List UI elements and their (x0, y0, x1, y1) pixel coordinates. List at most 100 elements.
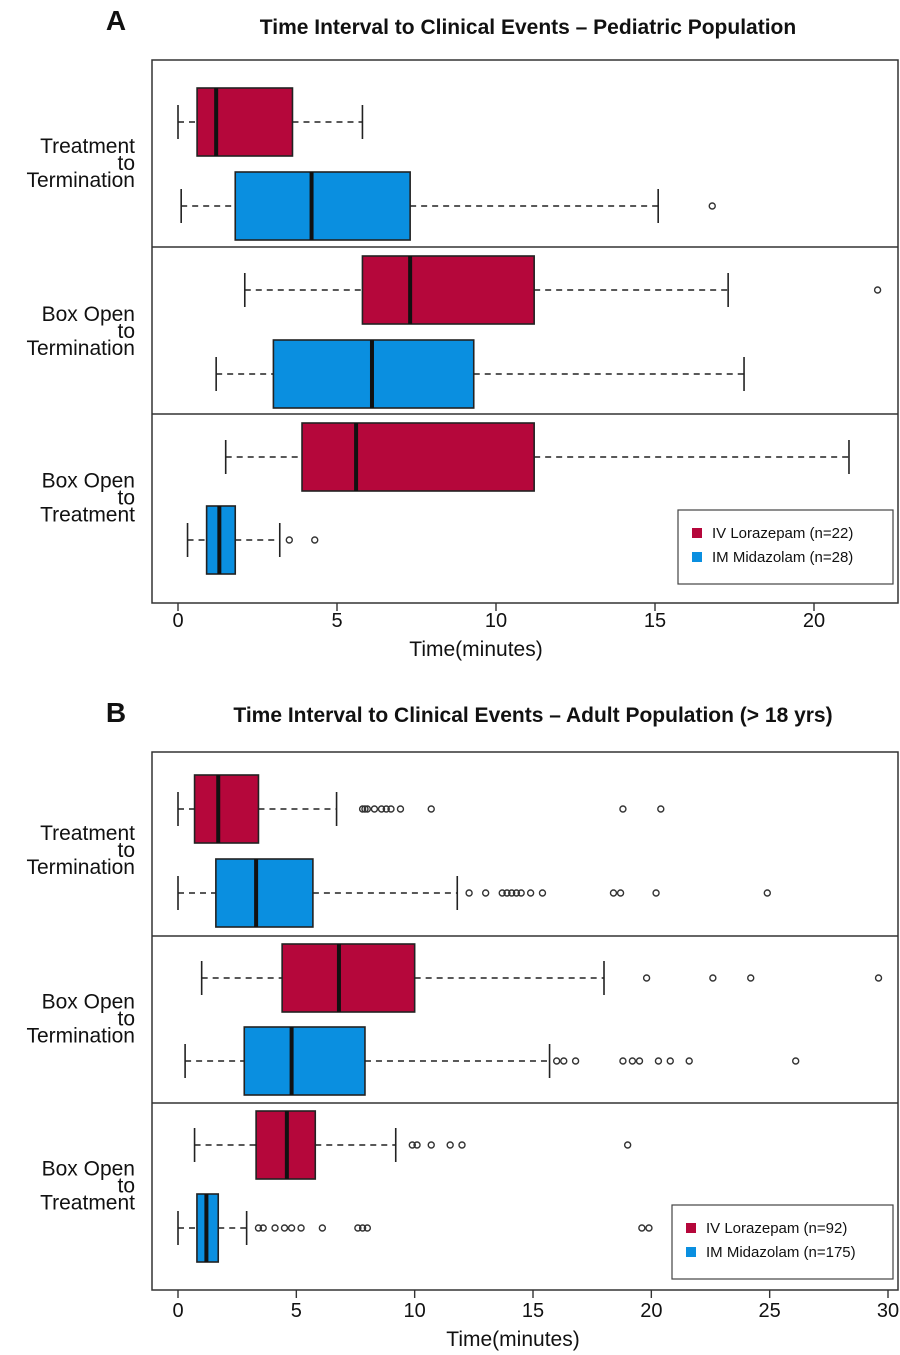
group-label-line: Treatment (40, 1192, 135, 1215)
outlier-point (370, 805, 379, 813)
group-label-line: to (117, 1175, 135, 1198)
plot-frame (151, 751, 899, 1291)
panel-A: A Time Interval to Clinical Events – Pedi… (26, 5, 899, 661)
outlier-point (685, 1057, 693, 1065)
group-label-line: to (117, 1008, 135, 1031)
boxplot-midazolam (177, 858, 771, 928)
legend-entry-label: IV Lorazepam (n=22) (712, 525, 853, 542)
outlier-point (657, 805, 665, 813)
iqr-box (215, 858, 314, 928)
outlier-point (354, 1224, 362, 1232)
group-label-line: Treatment (40, 822, 135, 845)
outlier-point (763, 889, 771, 897)
panel-letter: A (106, 5, 126, 36)
outlier-point (498, 889, 506, 897)
outlier-point (280, 1224, 289, 1232)
x-tick-label: 5 (291, 1300, 302, 1322)
outlier-point (311, 536, 319, 544)
outlier-point (623, 1141, 632, 1149)
boxplot-lorazepam (193, 1110, 632, 1180)
group-label-line: to (117, 839, 135, 862)
boxplot-midazolam (184, 1026, 800, 1096)
outlier-point (387, 805, 395, 813)
outlier-point (666, 1057, 674, 1065)
panel-title: Time Interval to Clinical Events – Adult… (233, 704, 832, 727)
group-label-line: to (117, 487, 135, 510)
outlier-point (413, 1141, 421, 1149)
panel-title: Time Interval to Clinical Events – Pedia… (260, 16, 796, 39)
legend: IV Lorazepam (n=22) IM Midazolam (n=28) (677, 509, 894, 585)
outlier-point (619, 805, 627, 813)
x-tick-label: 20 (803, 610, 825, 632)
outlier-point (538, 889, 547, 897)
panel-B: B Time Interval to Clinical Events – Adul… (26, 697, 899, 1351)
outlier-point (571, 1057, 580, 1065)
group-label-line: Treatment (40, 135, 135, 158)
outlier-point (747, 974, 755, 982)
legend-swatch (686, 1223, 696, 1233)
group-label-line: Box Open (42, 470, 135, 493)
outlier-point (638, 1224, 646, 1232)
outlier-point (526, 889, 535, 897)
group-label-line: Termination (26, 337, 135, 360)
group-label-line: Termination (26, 169, 135, 192)
outlier-point (408, 1141, 416, 1149)
iqr-box (196, 87, 294, 157)
outlier-point (792, 1057, 800, 1065)
iqr-box (243, 1026, 366, 1096)
outlier-point (652, 889, 660, 897)
boxplot-lorazepam (177, 87, 364, 157)
outlier-point (512, 889, 521, 897)
boxplot-midazolam (215, 339, 745, 409)
boxplot-midazolam (180, 171, 716, 241)
boxplot-lorazepam (243, 255, 882, 325)
outlier-point (358, 1224, 367, 1232)
iqr-box (234, 171, 411, 241)
x-tick-label: 20 (640, 1300, 662, 1322)
outlier-point (358, 805, 367, 813)
outlier-point (465, 889, 473, 897)
x-tick-label: 0 (172, 610, 183, 632)
outlier-point (361, 805, 369, 813)
outlier-point (654, 1057, 663, 1065)
iqr-box (281, 943, 416, 1013)
legend-swatch (692, 528, 702, 538)
outlier-point (481, 889, 490, 897)
outlier-point (377, 805, 386, 813)
outlier-point (318, 1224, 327, 1232)
legend-entry-label: IV Lorazepam (n=92) (706, 1220, 847, 1237)
outlier-point (873, 286, 882, 294)
outlier-point (552, 1057, 561, 1065)
boxplot-midazolam (177, 1193, 653, 1263)
group-label-line: Box Open (42, 1158, 135, 1181)
legend-entry-label: IM Midazolam (n=175) (706, 1244, 856, 1261)
x-tick-label: 5 (331, 610, 342, 632)
boxplot-lorazepam (177, 774, 665, 844)
outlier-point (427, 805, 435, 813)
group-label-line: Box Open (42, 991, 135, 1014)
plot-frame (151, 59, 899, 604)
legend-swatch (686, 1247, 696, 1257)
boxplot-lorazepam (200, 943, 883, 1013)
outlier-point (619, 1057, 627, 1065)
outlier-point (285, 536, 293, 544)
outlier-point (297, 1224, 305, 1232)
x-tick-label: 10 (404, 1300, 426, 1322)
outlier-point (259, 1224, 267, 1232)
outlier-point (517, 889, 525, 897)
group-label-line: Treatment (40, 504, 135, 527)
x-tick-label: 25 (759, 1300, 781, 1322)
outlier-point (271, 1224, 279, 1232)
outlier-point (609, 889, 618, 897)
outlier-point (708, 202, 716, 210)
outlier-point (363, 805, 372, 813)
group-label-line: Termination (26, 1025, 135, 1048)
boxplot-midazolam (186, 505, 319, 575)
outlier-point (616, 889, 625, 897)
outlier-point (874, 974, 883, 982)
legend-frame (677, 509, 894, 585)
x-tick-label: 30 (877, 1300, 899, 1322)
outlier-point (503, 889, 511, 897)
outlier-point (628, 1057, 637, 1065)
